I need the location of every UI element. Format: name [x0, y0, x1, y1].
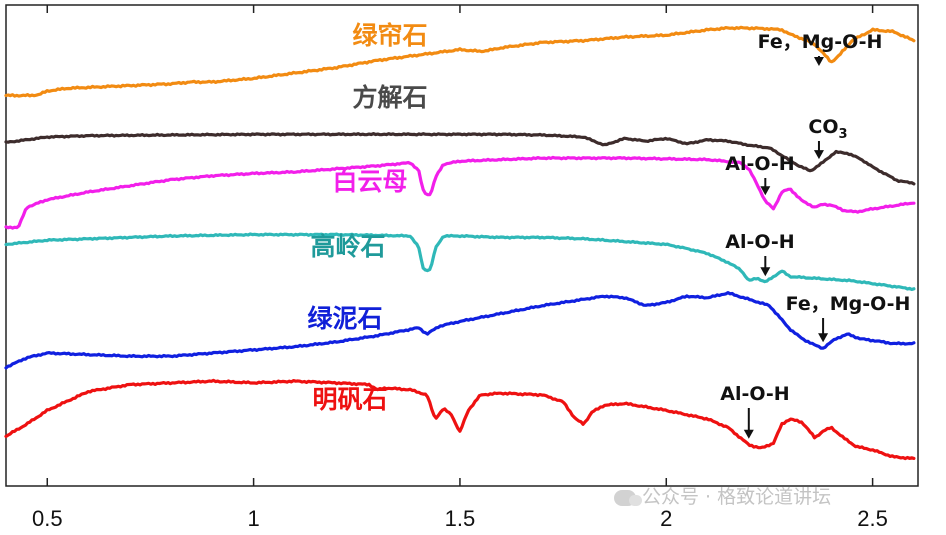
x-tick-label: 2	[660, 506, 672, 531]
wechat-icon	[614, 489, 642, 506]
annotation-label: Al-O-H	[720, 383, 789, 405]
series-label: 方解石	[352, 83, 427, 112]
annotation-arrow-head	[760, 267, 771, 277]
annotation-label: Al-O-H	[725, 231, 794, 253]
annotation-arrow-head	[818, 333, 829, 343]
series-line	[4, 132, 916, 186]
series-line	[4, 155, 916, 230]
series-label: 绿泥石	[307, 304, 382, 333]
annotation-label: Fe，Mg-O-H	[786, 293, 911, 315]
series-label: 明矾石	[312, 385, 387, 414]
series-line	[4, 25, 916, 98]
series-label: 白云母	[332, 167, 407, 196]
annotation-arrow-head	[743, 429, 754, 439]
annotation-label: CO3	[808, 116, 847, 142]
series-line	[4, 232, 916, 291]
watermark: 公众号 · 格致论道讲坛	[614, 482, 831, 509]
annotation-label: Al-O-H	[725, 153, 794, 175]
x-tick-label: 0.5	[32, 506, 63, 531]
annotation-arrow-head	[813, 150, 824, 160]
annotation-arrow-head	[813, 57, 824, 66]
x-tick-label: 1.5	[445, 506, 476, 531]
x-tick-label: 1	[247, 506, 259, 531]
series-label: 高岭石	[310, 232, 385, 261]
annotation-label: Fe，Mg-O-H	[758, 31, 883, 53]
x-tick-label: 2.5	[857, 506, 888, 531]
annotation-arrow-head	[760, 186, 771, 196]
series-line	[4, 291, 916, 370]
watermark-text: 公众号 · 格致论道讲坛	[642, 486, 832, 508]
series-label: 绿帘石	[352, 21, 427, 50]
series-line	[4, 378, 916, 461]
